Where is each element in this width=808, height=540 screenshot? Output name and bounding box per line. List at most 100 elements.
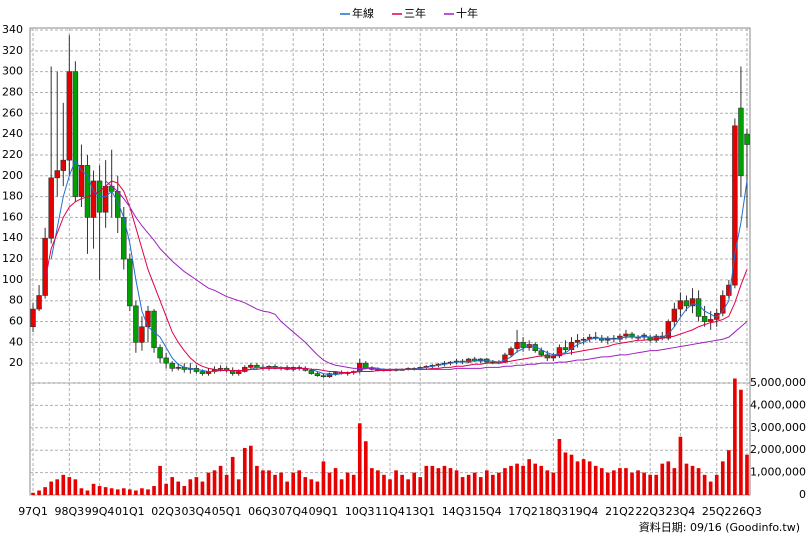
volume-bar (91, 483, 96, 495)
volume-bar (654, 474, 659, 495)
volume-bar (363, 441, 368, 495)
candle-body (544, 354, 551, 359)
x-tick-label: 97Q1 (18, 505, 48, 518)
x-tick-label: 22Q3 (635, 505, 665, 518)
x-tick-label: 11Q4 (375, 505, 405, 518)
x-tick-label: 06Q3 (248, 505, 278, 518)
volume-bar (714, 474, 719, 495)
candle-body (744, 133, 750, 145)
volume-bar (702, 474, 707, 495)
y-tick-label: 200 (2, 169, 23, 182)
volume-bar (164, 483, 168, 495)
candle-body (236, 371, 242, 374)
volume-bar (267, 470, 271, 495)
candle-body (127, 258, 133, 307)
candle-body (151, 310, 157, 348)
volume-bar (612, 470, 616, 495)
volume-bar (406, 479, 410, 495)
y-tick-label: 180 (2, 190, 23, 203)
volume-bar (121, 488, 126, 495)
candle-body (133, 305, 139, 343)
candle-body (108, 185, 115, 192)
candle-body (332, 372, 339, 374)
volume-bar (146, 489, 150, 495)
volume-bar (503, 468, 507, 495)
volume-bar (642, 472, 646, 495)
volume-bar (170, 477, 174, 495)
volume-bar (727, 450, 731, 495)
volume-bar (418, 477, 423, 495)
candle-body (514, 342, 520, 349)
candle-body (508, 348, 514, 356)
volume-bar (339, 479, 344, 495)
volume-bar (140, 488, 144, 495)
volume-bar (315, 481, 320, 495)
candle-body (60, 159, 66, 171)
candle-body (732, 125, 738, 286)
candle-body (574, 339, 581, 343)
x-tick-label: 14Q3 (442, 505, 472, 518)
volume-bar (285, 481, 289, 495)
volume-bar (376, 470, 380, 495)
candle-body (671, 308, 678, 322)
candle-body (538, 350, 544, 356)
candle-body (653, 335, 659, 341)
volume-bar (593, 465, 598, 495)
volume-bar (291, 472, 296, 495)
volume-bar (624, 468, 628, 495)
y-tick-label: 80 (9, 294, 23, 307)
volume-bar (230, 456, 235, 495)
volume-bar (521, 465, 525, 495)
volume-bar (85, 490, 90, 495)
candle-body (145, 310, 151, 328)
volume-bar (400, 474, 404, 495)
volume-bar (79, 488, 84, 495)
candle-body (707, 319, 714, 322)
candle-body (72, 71, 79, 197)
y-tick-label: 340 (2, 23, 23, 36)
volume-bar (218, 465, 223, 495)
y-tick-label: 240 (2, 127, 23, 140)
candle-body (248, 364, 254, 368)
y-tick-label: 320 (2, 44, 23, 57)
volume-bar (430, 465, 435, 495)
y-tick-label: 20 (9, 356, 23, 369)
volume-bar (176, 481, 181, 495)
volume-bar (370, 468, 374, 495)
volume-bar (55, 479, 60, 495)
volume-bar (618, 468, 622, 495)
volume-bar (660, 463, 665, 495)
volume-bar (720, 461, 725, 495)
candle-body (683, 300, 690, 307)
y-tick-label: 100 (2, 273, 23, 286)
y-tick-label: 40 (9, 335, 23, 348)
candle-body (568, 342, 575, 350)
volume-bar (242, 447, 247, 495)
y2-tick-label: 3,000,000 (750, 421, 806, 434)
volume-bar (454, 470, 459, 495)
volume-bar (733, 378, 737, 495)
volume-bar (37, 490, 41, 495)
x-tick-label: 17Q2 (508, 505, 538, 518)
volume-bar (497, 472, 501, 495)
x-tick-label: 03Q4 (182, 505, 212, 518)
candle-body (199, 371, 206, 374)
volume-bar (73, 479, 78, 495)
x-tick-label: 19Q4 (569, 505, 599, 518)
volume-bar (708, 481, 713, 495)
volume-bar (194, 477, 199, 495)
candle-body (308, 370, 315, 374)
volume-bar (206, 472, 211, 495)
volume-bar (606, 472, 610, 495)
volume-bar (158, 465, 162, 495)
volume-bar (442, 465, 447, 495)
volume-bar (581, 459, 586, 495)
candle-body (175, 367, 181, 369)
candle-body (320, 375, 327, 378)
volume-bar (672, 468, 677, 495)
candle-body (54, 170, 60, 179)
candle-body (169, 362, 175, 369)
volume-bar (472, 472, 477, 495)
volume-bar (182, 486, 187, 495)
volume-bar (188, 479, 193, 495)
